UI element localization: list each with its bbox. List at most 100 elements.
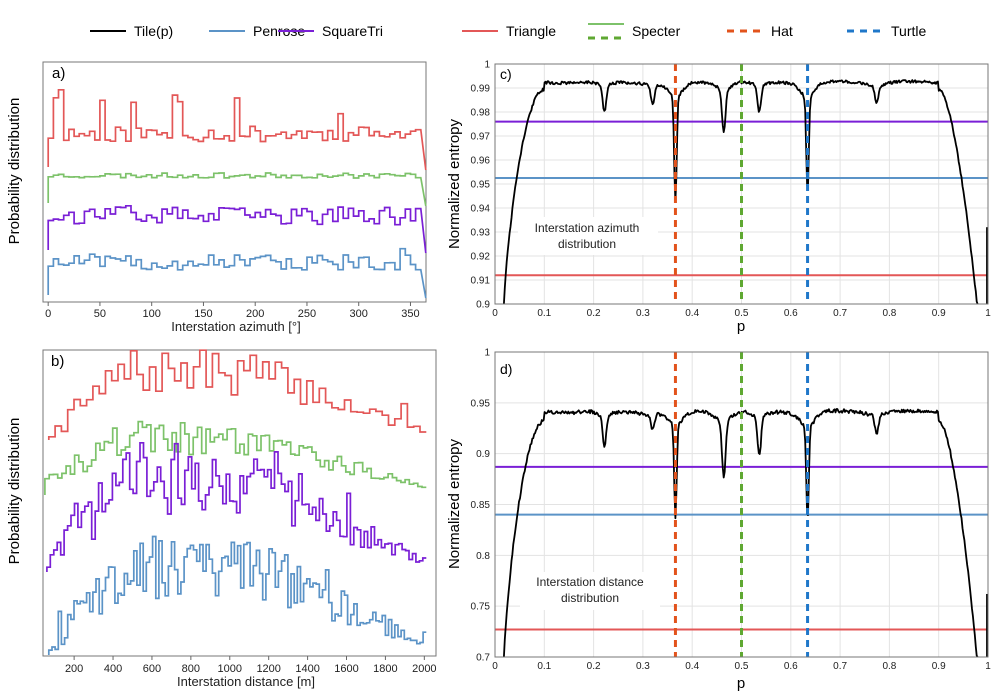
panel-d-y-tick-label: 0.95 (471, 398, 491, 409)
panel-a-azimuth-histogram: 0 50 100 150 200 250 300 350 a) Interstation az… (6, 61, 427, 334)
panel-d-frame (494, 351, 989, 658)
panel-b-x-tick-label: 2000 (412, 663, 436, 675)
panel-c-x-tick-label: 0.4 (685, 308, 699, 319)
panel-b-label: b) (51, 353, 64, 370)
panel-b-x-tick-label: 800 (182, 663, 200, 675)
panel-a-y-label: Probability distribution (6, 98, 23, 245)
panel-c-annotation-box (518, 217, 658, 255)
panel-b-x-tick-label: 200 (65, 663, 83, 675)
panel-b-y-label: Probability distribution (6, 418, 23, 565)
panel-c-x-tick-label: 1 (985, 308, 991, 319)
panel-d-y-tick-label: 1 (484, 348, 490, 359)
panel-c-x-tick-label: 0.9 (932, 308, 946, 319)
panel-b-x-tick-label: 1200 (256, 663, 280, 675)
panel-c-lines (495, 64, 988, 305)
panel-a-squaretri-series (47, 204, 427, 254)
panel-d-x-tick-label: 1 (985, 661, 991, 672)
panel-c-annotation-line2: distribution (558, 237, 616, 251)
panel-b-x-tick-label: 1400 (295, 663, 319, 675)
panel-b-frame (42, 349, 437, 657)
panel-b-x-tick-label: 1600 (334, 663, 358, 675)
panel-c-y-tick-label: 0.99 (471, 84, 491, 95)
panel-d-x-tick-label: 0 (492, 661, 498, 672)
panel-d-x-tick-label: 0.8 (882, 661, 896, 672)
panel-d-y-tick-label: 0.9 (476, 449, 490, 460)
panel-b-squaretri-series (46, 441, 427, 572)
panel-a-series (47, 88, 427, 299)
panel-a-penrose-series (47, 247, 427, 299)
panel-d-x-tick-label: 0.1 (537, 661, 551, 672)
panel-c-x-tick-label: 0.3 (636, 308, 650, 319)
panel-d-x-tick-label: 0.5 (735, 661, 749, 672)
panel-b-x-tick-label: 1000 (218, 663, 242, 675)
panel-c-y-tick-label: 0.91 (471, 276, 491, 287)
panel-c-x-tick-label: 0.2 (587, 308, 601, 319)
panel-c-x-label: p (737, 318, 745, 335)
panel-d-distance-entropy: 0 0.1 0.2 0.3 0.4 0.5 0.6 0.7 0.8 0.9 1 0.7 0.75 0.8 0… (446, 348, 991, 691)
panel-d-y-label: Normalized entropy (446, 438, 463, 569)
panel-c-x-tick-label: 0 (492, 308, 498, 319)
panel-c-y-tick-label: 0.98 (471, 108, 491, 119)
panel-c-y-tick-label: 0.97 (471, 132, 491, 143)
panel-c-x-tick-label: 0.8 (882, 308, 896, 319)
legend: Tile(p) Penrose SquareTri Triangle Specter Ha… (90, 23, 926, 40)
panel-b-triangle-series (47, 349, 427, 440)
panel-d-annotation-line2: distribution (561, 591, 619, 605)
panel-a-x-tick-label: 250 (298, 308, 316, 320)
legend-hat-label: Hat (771, 23, 793, 39)
panel-b-x-ticks: 200 400 600 800 1000 1200 1400 1600 1800 2000 (65, 656, 437, 675)
panel-d-x-label: p (737, 675, 745, 691)
panel-a-x-tick-label: 100 (143, 308, 161, 320)
legend-specter-label: Specter (632, 23, 681, 39)
panel-d-ticks: 0 0.1 0.2 0.3 0.4 0.5 0.6 0.7 0.8 0.9 1 0.7 0.75 0.8 0… (471, 348, 992, 673)
legend-triangle-label: Triangle (506, 23, 556, 39)
panel-d-x-tick-label: 0.3 (636, 661, 650, 672)
panel-d-y-tick-label: 0.85 (471, 500, 491, 511)
panel-c-y-tick-label: 0.9 (476, 300, 490, 311)
panel-d-x-tick-label: 0.9 (932, 661, 946, 672)
panel-c-x-tick-label: 0.7 (833, 308, 847, 319)
legend-turtle-label: Turtle (891, 23, 926, 39)
panel-d-lines (495, 352, 988, 658)
panel-c-y-tick-label: 1 (484, 60, 490, 71)
legend-squaretri-label: SquareTri (322, 23, 383, 39)
panel-c-label: c) (500, 66, 512, 82)
panel-d-y-tick-label: 0.75 (471, 602, 491, 613)
panel-a-x-tick-label: 300 (350, 308, 368, 320)
panel-d-annotation-line1: Interstation distance (536, 575, 644, 589)
panel-c-x-tick-label: 0.5 (735, 308, 749, 319)
panel-c-x-tick-label: 0.6 (784, 308, 798, 319)
panel-d-y-tick-label: 0.8 (476, 551, 490, 562)
panel-d-x-tick-label: 0.4 (685, 661, 699, 672)
panel-c-y-tick-label: 0.93 (471, 228, 491, 239)
legend-tile-p-label: Tile(p) (134, 23, 173, 39)
panel-a-x-tick-label: 150 (194, 308, 212, 320)
panel-d-label: d) (500, 361, 512, 377)
panel-b-x-label: Interstation distance [m] (177, 674, 315, 689)
panel-a-x-tick-label: 200 (246, 308, 264, 320)
panel-c-y-label: Normalized entropy (446, 118, 463, 249)
panel-a-x-tick-label: 350 (401, 308, 419, 320)
panel-b-x-tick-label: 600 (143, 663, 161, 675)
panel-d-y-tick-label: 0.7 (476, 653, 490, 664)
panel-a-frame (42, 61, 427, 303)
panel-d-x-tick-label: 0.2 (587, 661, 601, 672)
panel-c-frame (494, 63, 989, 305)
panel-a-triangle-series (47, 88, 427, 171)
panel-a-x-label: Interstation azimuth [°] (171, 319, 300, 334)
panel-b-series (44, 349, 427, 655)
panel-a-x-tick-label: 50 (94, 308, 106, 320)
panel-b-distance-histogram: 200 400 600 800 1000 1200 1400 1600 1800 2000 b) … (6, 349, 437, 689)
panel-d-grid (494, 351, 989, 658)
panel-b-specter-series (44, 420, 427, 495)
panel-b-penrose-series (47, 535, 427, 655)
panel-c-azimuth-entropy: 0 0.1 0.2 0.3 0.4 0.5 0.6 0.7 0.8 0.9 10.90.910.92… (446, 60, 991, 336)
panel-d-annotation-box (520, 572, 660, 610)
panel-a-label: a) (52, 65, 65, 82)
panel-c-x-tick-label: 0.1 (537, 308, 551, 319)
panel-a-x-tick-label: 0 (45, 308, 51, 320)
panel-c-y-tick-label: 0.96 (471, 156, 491, 167)
panel-b-x-tick-label: 1800 (373, 663, 397, 675)
panel-c-ticks: 0 0.1 0.2 0.3 0.4 0.5 0.6 0.7 0.8 0.9 10.90.910.92… (471, 60, 992, 320)
